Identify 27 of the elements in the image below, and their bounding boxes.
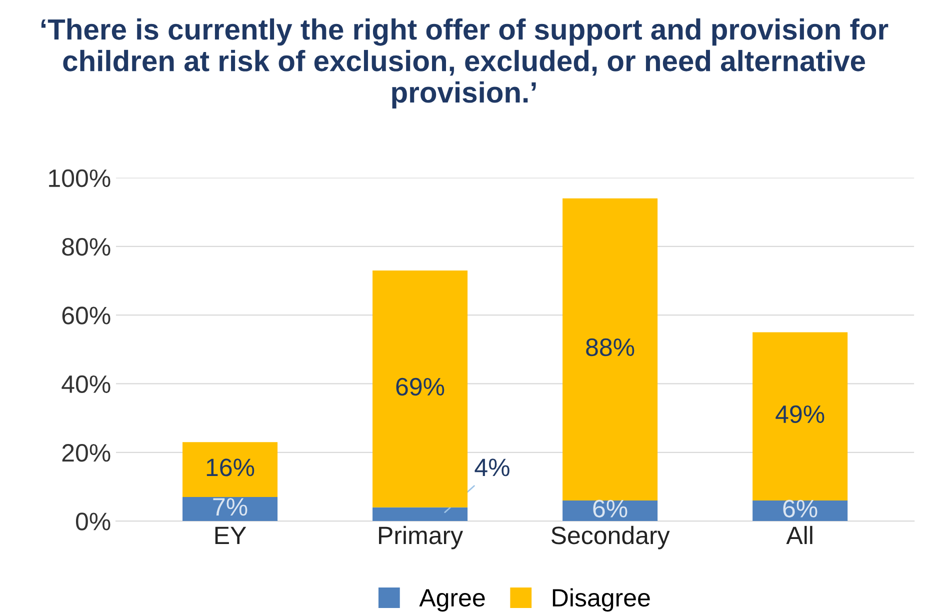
y-tick-label: 80% bbox=[62, 238, 110, 256]
y-tick-label: 100% bbox=[49, 169, 110, 188]
legend-label: Disagree bbox=[552, 588, 650, 612]
data-label: 7% bbox=[213, 498, 248, 516]
data-label: 6% bbox=[593, 500, 628, 518]
data-label: 49% bbox=[776, 405, 824, 424]
bar bbox=[562, 198, 658, 500]
data-label: 6% bbox=[783, 500, 818, 518]
chart-title: ‘There is currently the right offer of support and provision for children at risk of exclusion, excluded, or need alternative provision.’ bbox=[41, 18, 888, 109]
bar bbox=[372, 507, 468, 522]
x-tick-label: Secondary bbox=[551, 526, 670, 550]
bar bbox=[752, 332, 848, 500]
y-tick-label: 60% bbox=[62, 306, 110, 324]
bar bbox=[182, 497, 278, 522]
x-tick-label: All bbox=[786, 526, 812, 544]
y-tick-label: 0% bbox=[76, 512, 110, 530]
data-label: 16% bbox=[206, 458, 254, 476]
x-tick-label: EY bbox=[215, 526, 246, 544]
data-label: 69% bbox=[396, 378, 444, 396]
bar bbox=[372, 270, 468, 508]
y-tick-label: 20% bbox=[62, 444, 110, 462]
y-tick-label: 40% bbox=[62, 375, 110, 394]
legend-label: Agree bbox=[419, 589, 485, 612]
bar bbox=[182, 442, 278, 498]
data-label: 4% bbox=[474, 458, 510, 476]
data-label: 88% bbox=[586, 338, 634, 356]
x-tick-label: Primary bbox=[379, 526, 464, 550]
